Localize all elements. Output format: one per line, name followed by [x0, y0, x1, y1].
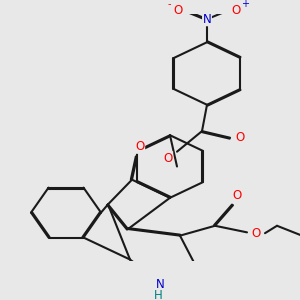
Text: O: O [231, 4, 241, 16]
Text: -: - [167, 0, 171, 9]
Text: N: N [202, 13, 211, 26]
Text: O: O [232, 189, 242, 202]
Text: H: H [154, 289, 162, 300]
Text: +: + [241, 0, 249, 9]
Text: N: N [156, 278, 164, 291]
Text: O: O [251, 227, 261, 240]
Text: O: O [135, 140, 145, 153]
Text: O: O [164, 152, 172, 165]
Text: O: O [173, 4, 183, 16]
Text: O: O [236, 131, 244, 144]
